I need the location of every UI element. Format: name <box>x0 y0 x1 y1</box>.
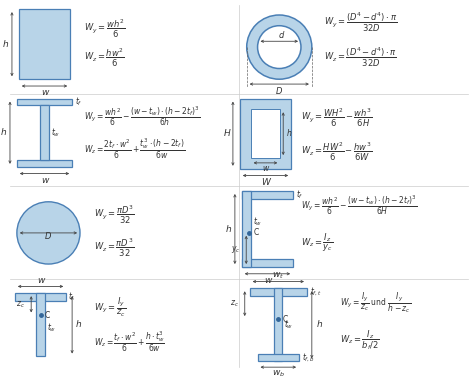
Bar <box>250 288 307 296</box>
Text: W: W <box>261 178 270 187</box>
Text: $W_z = \dfrac{hw^2}{6}$: $W_z = \dfrac{hw^2}{6}$ <box>84 47 124 69</box>
Text: h: h <box>287 129 292 138</box>
Text: C: C <box>282 315 287 323</box>
Text: w: w <box>41 88 48 97</box>
Text: $W_z = \dfrac{\pi D^3}{32}$: $W_z = \dfrac{\pi D^3}{32}$ <box>94 238 134 260</box>
Text: $t_f$: $t_f$ <box>68 291 76 303</box>
Text: $t_f$: $t_f$ <box>296 189 304 201</box>
Bar <box>36 293 45 356</box>
Text: $z_c$: $z_c$ <box>17 299 25 310</box>
Text: $t_w$: $t_w$ <box>47 322 56 334</box>
Text: C: C <box>253 228 258 238</box>
Text: $W_z = \dfrac{2t_f \cdot w^2}{6} + \dfrac{t_w^3 \cdot (h-2t_f)}{6w}$: $W_z = \dfrac{2t_f \cdot w^2}{6} + \dfra… <box>84 137 185 162</box>
Text: $t_{f,b}$: $t_{f,b}$ <box>302 351 315 364</box>
Text: $t_{f,t}$: $t_{f,t}$ <box>310 286 322 298</box>
Text: $W_z = \dfrac{HW^2}{6} - \dfrac{hw^3}{6W}$: $W_z = \dfrac{HW^2}{6} - \dfrac{hw^3}{6W… <box>301 141 372 163</box>
Text: d: d <box>279 31 284 40</box>
Circle shape <box>17 202 80 264</box>
Text: w: w <box>41 176 48 185</box>
Text: $W_y = \dfrac{wh^2}{6}$: $W_y = \dfrac{wh^2}{6}$ <box>84 17 125 40</box>
Text: $W_z = \dfrac{I_z}{y_c}$: $W_z = \dfrac{I_z}{y_c}$ <box>301 231 333 254</box>
Bar <box>242 191 251 267</box>
Text: $t_w$: $t_w$ <box>51 127 60 139</box>
Bar <box>251 109 280 158</box>
Text: $t_f$: $t_f$ <box>75 96 82 108</box>
Text: w: w <box>264 276 271 285</box>
Bar <box>257 353 299 361</box>
Text: $t_w$: $t_w$ <box>284 318 293 331</box>
Text: $W_z = \dfrac{I_z}{b_f/2}$: $W_z = \dfrac{I_z}{b_f/2}$ <box>340 328 380 352</box>
Text: h: h <box>226 225 232 234</box>
Bar <box>240 99 291 169</box>
Text: $W_y = \dfrac{\pi D^3}{32}$: $W_y = \dfrac{\pi D^3}{32}$ <box>94 204 134 226</box>
Text: $W_y = \dfrac{I_y}{z_c}$ und $\dfrac{I_y}{h-z_c}$: $W_y = \dfrac{I_y}{z_c}$ und $\dfrac{I_y… <box>340 291 411 315</box>
Text: $t_w$: $t_w$ <box>253 215 262 228</box>
Text: $y_c$: $y_c$ <box>231 244 240 255</box>
Text: h: h <box>3 40 9 49</box>
Text: C: C <box>45 311 50 320</box>
Bar <box>19 9 70 79</box>
Text: $W_z = \dfrac{t_f \cdot w^2}{6} + \dfrac{h \cdot t_w^3}{6w}$: $W_z = \dfrac{t_f \cdot w^2}{6} + \dfrac… <box>94 330 165 354</box>
Text: $W_y = \dfrac{wh^2}{6} - \dfrac{(w-t_w)\cdot(h-2t_f)^3}{6h}$: $W_y = \dfrac{wh^2}{6} - \dfrac{(w-t_w)\… <box>84 105 201 128</box>
Text: $w_t$: $w_t$ <box>272 271 284 281</box>
Text: $W_y = \dfrac{wh^2}{6} - \dfrac{(w-t_w)\cdot(h-2t_f)^3}{6H}$: $W_y = \dfrac{wh^2}{6} - \dfrac{(w-t_w)\… <box>301 194 418 217</box>
Bar <box>15 293 66 301</box>
Text: w: w <box>262 164 269 173</box>
Text: h: h <box>76 320 82 329</box>
Bar <box>242 191 293 199</box>
Text: H: H <box>224 129 230 138</box>
Text: h: h <box>317 320 323 329</box>
Bar <box>17 99 72 106</box>
Bar <box>17 160 72 167</box>
Bar <box>242 259 293 267</box>
Bar <box>274 288 282 361</box>
Text: $W_y = \dfrac{I_y}{z_c}$: $W_y = \dfrac{I_y}{z_c}$ <box>94 296 126 319</box>
Text: $W_y = \dfrac{(D^4 - d^4) \cdot \pi}{32D}$: $W_y = \dfrac{(D^4 - d^4) \cdot \pi}{32D… <box>324 11 397 34</box>
Bar <box>40 106 49 160</box>
Text: $z_c$: $z_c$ <box>230 298 239 309</box>
Text: $W_z = \dfrac{(D^4 - d^4) \cdot \pi}{32D}$: $W_z = \dfrac{(D^4 - d^4) \cdot \pi}{32D… <box>324 46 397 69</box>
Text: D: D <box>45 232 52 241</box>
Text: $W_y = \dfrac{WH^2}{6} - \dfrac{wh^3}{6H}$: $W_y = \dfrac{WH^2}{6} - \dfrac{wh^3}{6H… <box>301 107 373 129</box>
Text: $w_b$: $w_b$ <box>272 369 285 379</box>
Text: D: D <box>276 87 283 97</box>
Circle shape <box>257 26 301 68</box>
Circle shape <box>246 15 312 79</box>
Text: w: w <box>37 276 44 285</box>
Text: h: h <box>1 128 7 137</box>
